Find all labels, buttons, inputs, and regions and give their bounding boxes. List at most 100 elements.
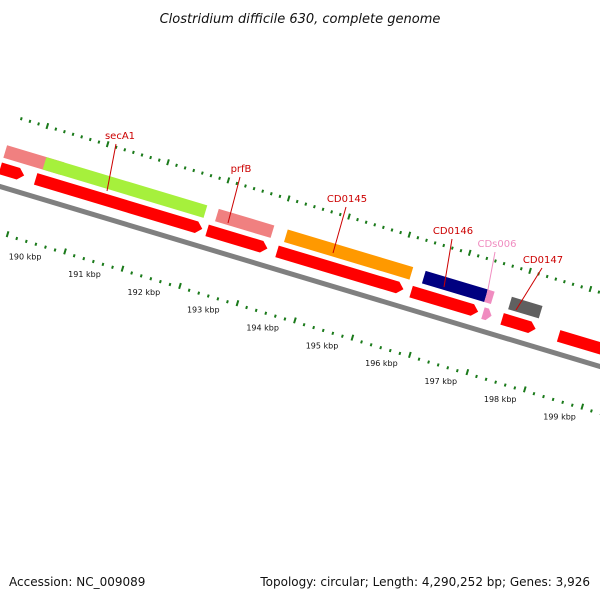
scale-tick [408,351,412,359]
gc-tick [407,231,412,238]
scale-tick [206,294,210,298]
scale-tick [235,299,240,307]
cds-arrow[interactable] [481,307,493,321]
scale-label: 191 kbp [68,270,101,279]
scale-ticks [5,231,600,416]
gc-tick [364,220,368,224]
scale-tick [542,394,545,399]
scale-label: 199 kbp [543,413,576,422]
gc-tick [321,207,325,212]
scale-tick [197,291,201,295]
scale-tick [455,368,459,373]
scale-label: 193 kbp [187,306,220,315]
scale-tick [522,386,527,393]
gc-tick [54,127,58,131]
gc-tick [105,140,110,148]
gene-label-leader [485,251,496,301]
gene-label[interactable]: CDs006 [478,239,517,250]
scale-tick [24,239,28,244]
gc-tick [71,132,75,137]
cds-arrow[interactable] [205,224,269,255]
gene-label[interactable]: CD0147 [523,255,563,266]
scale-tick [503,383,507,387]
gc-tick [37,122,40,126]
gc-skew-ticks [19,117,600,294]
scale-label: 190 kbp [9,252,42,261]
cds-arrow-track [0,162,600,365]
gc-tick [28,119,32,124]
gc-tick [580,285,584,289]
scale-tick [273,314,277,318]
gene-feature-box[interactable] [421,270,488,303]
gc-tick [425,238,428,243]
scale-tick [187,288,191,292]
gc-tick [252,186,256,191]
scale-tick [417,357,421,361]
scale-tick [226,299,229,304]
gc-tick [416,236,420,240]
gc-tick [347,213,351,220]
gc-tick [157,158,161,162]
gene-label[interactable]: secA1 [105,131,135,142]
gc-tick [131,150,135,155]
accession-text: Accession: NC_009089 [9,575,145,589]
gc-tick [226,177,231,184]
scale-tick [331,331,335,336]
cds-arrow[interactable] [275,245,405,295]
gc-tick [218,176,221,180]
gc-tick [261,189,265,193]
gc-tick [459,248,463,253]
scale-tick [494,380,498,384]
scale-tick [130,271,134,275]
gc-tick [209,173,213,178]
gc-tick [278,194,282,199]
gc-tick [80,135,84,139]
scale-tick [245,305,248,310]
gene-label-leader [227,176,241,224]
gc-tick [502,261,506,266]
scale-tick [475,374,478,379]
gc-tick [200,171,204,175]
gc-tick [63,129,66,134]
cds-arrow[interactable] [0,162,26,182]
scale-tick [551,397,555,402]
gene-label[interactable]: CD0145 [327,194,367,205]
gene-feature-box[interactable] [508,296,543,319]
gene-feature-box[interactable] [42,157,208,218]
gc-tick [295,199,299,204]
scale-tick [72,254,76,258]
gene-feature-box[interactable] [284,229,414,280]
scale-tick [312,325,316,330]
map-title: Clostridium difficile 630, complete geno… [160,12,441,27]
gene-label[interactable]: CD0146 [433,226,473,237]
gene-label[interactable]: prfB [231,164,252,175]
gc-tick [433,241,437,245]
scale-tick [139,274,143,278]
gc-tick [356,217,359,222]
gene-label-leader [332,206,347,254]
scale-tick [484,377,488,382]
scale-label: 195 kbp [306,341,339,350]
scale-tick [168,282,172,287]
gc-tick [45,122,50,130]
scale-tick [570,403,574,407]
scale-tick [44,245,47,249]
scale-label: 198 kbp [484,395,517,404]
cds-arrow[interactable] [33,173,204,234]
scale-tick [436,363,440,367]
scale-tick [398,351,402,356]
gc-tick [149,155,153,160]
scale-tick [580,403,585,410]
cds-arrow[interactable] [409,285,479,318]
gc-tick [511,264,515,268]
cds-arrow[interactable] [556,330,600,365]
gc-tick [373,223,377,227]
scale-tick [216,297,220,301]
scale-tick [149,277,153,281]
cds-arrow[interactable] [500,313,537,335]
gc-tick [166,159,170,166]
gc-tick [330,210,334,214]
gene-feature-box[interactable] [484,289,495,305]
gc-tick [19,117,23,121]
